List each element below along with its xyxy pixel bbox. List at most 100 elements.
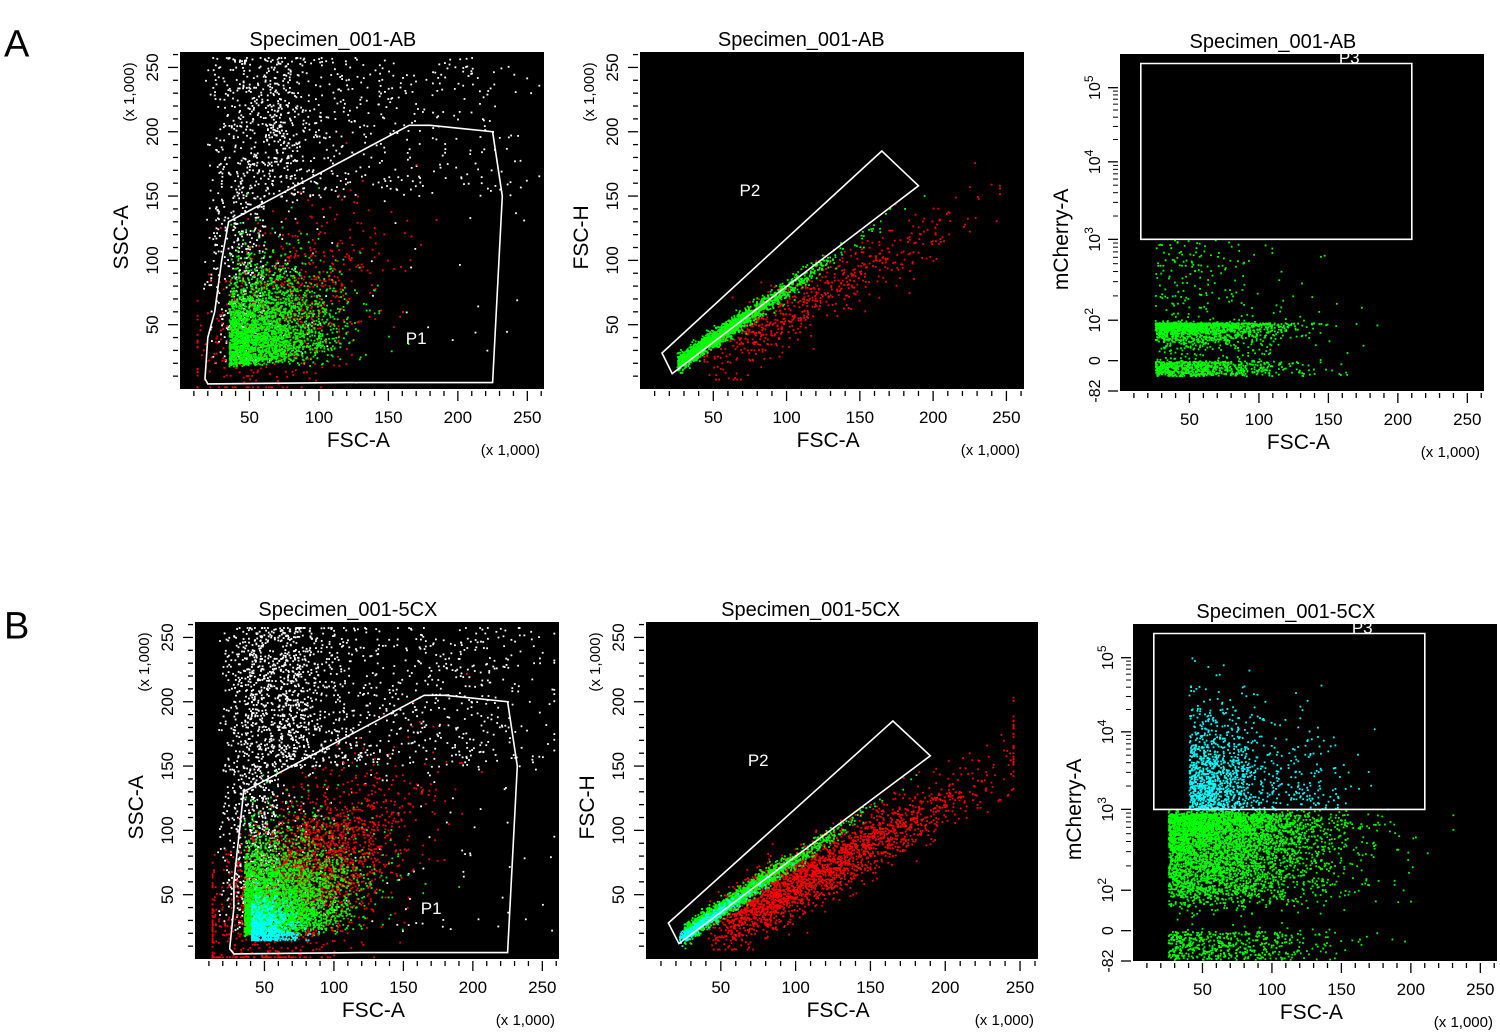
event-dot: [252, 170, 254, 172]
event-dot: [294, 174, 296, 176]
event-dot: [715, 379, 717, 381]
event-dot: [316, 136, 318, 138]
event-dot: [376, 145, 378, 147]
event-dot: [249, 247, 251, 249]
event-dot: [254, 361, 256, 363]
event-dot: [231, 259, 233, 261]
event-dot: [232, 98, 234, 100]
event-dot: [400, 82, 402, 84]
event-dot: [337, 103, 339, 105]
event-dot: [233, 92, 235, 94]
event-dot: [266, 294, 268, 296]
event-dot: [804, 302, 806, 304]
event-dot: [270, 386, 272, 388]
event-dot: [490, 190, 492, 192]
event-dot: [331, 170, 333, 172]
event-dot: [288, 211, 290, 213]
event-dot: [838, 280, 840, 282]
event-dot: [254, 350, 256, 352]
event-dot: [266, 72, 268, 74]
event-dot: [848, 287, 850, 289]
event-dot: [286, 316, 288, 318]
event-dot: [260, 368, 262, 370]
event-dot: [290, 74, 292, 76]
event-dot: [319, 62, 321, 64]
event-dot: [275, 83, 277, 85]
event-dot: [286, 145, 288, 147]
event-dot: [367, 270, 369, 272]
event-dot: [318, 294, 320, 296]
event-dot: [316, 338, 318, 340]
event-dot: [315, 266, 317, 268]
event-dot: [287, 321, 289, 323]
event-dot: [272, 250, 274, 252]
event-dot: [265, 124, 267, 126]
event-dot: [302, 359, 304, 361]
event-dot: [372, 249, 374, 251]
event-dot: [246, 91, 248, 93]
event-dot: [250, 102, 252, 104]
event-dot: [321, 65, 323, 67]
event-dot: [310, 160, 312, 162]
event-dot: [219, 172, 221, 174]
event-dot: [381, 160, 383, 162]
event-dot: [283, 287, 285, 289]
event-dot: [334, 111, 336, 113]
event-dot: [359, 99, 361, 101]
event-dot: [245, 202, 247, 204]
event-dot: [239, 189, 241, 191]
event-dot: [307, 329, 309, 331]
event-dot: [384, 178, 386, 180]
event-dot: [342, 328, 344, 330]
event-dot: [239, 357, 241, 359]
event-dot: [373, 125, 375, 127]
event-dot: [323, 315, 325, 317]
event-dot: [314, 295, 316, 297]
event-dot: [415, 185, 417, 187]
event-dot: [282, 325, 284, 327]
event-dot: [406, 139, 408, 141]
event-dot: [263, 276, 265, 278]
event-dot: [771, 344, 773, 346]
event-dot: [481, 176, 483, 178]
event-dot: [228, 265, 230, 267]
event-dot: [314, 343, 316, 345]
event-dot: [259, 344, 261, 346]
event-dot: [830, 295, 832, 297]
event-dot: [265, 330, 267, 332]
event-dot: [332, 316, 334, 318]
event-dot: [278, 303, 280, 305]
event-dot: [278, 360, 280, 362]
event-dot: [728, 377, 730, 379]
event-dot: [295, 299, 297, 301]
event-dot: [255, 355, 257, 357]
event-dot: [372, 184, 374, 186]
event-dot: [217, 192, 219, 194]
event-dot: [501, 68, 503, 70]
event-dot: [242, 207, 244, 209]
event-dot: [283, 352, 285, 354]
event-dot: [422, 111, 424, 113]
event-dot: [815, 260, 817, 262]
event-dot: [309, 247, 311, 249]
event-dot: [265, 346, 267, 348]
event-dot: [361, 97, 363, 99]
event-dot: [335, 281, 337, 283]
event-dot: [248, 270, 250, 272]
event-dot: [314, 279, 316, 281]
event-dot: [274, 67, 276, 69]
event-dot: [490, 88, 492, 90]
event-dot: [334, 276, 336, 278]
event-dot: [265, 358, 267, 360]
event-dot: [382, 270, 384, 272]
event-dot: [386, 185, 388, 187]
event-dot: [261, 290, 263, 292]
event-dot: [240, 147, 242, 149]
event-dot: [253, 109, 255, 111]
event-dot: [347, 114, 349, 116]
event-dot: [301, 310, 303, 312]
event-dot: [294, 95, 296, 97]
event-dot: [246, 257, 248, 259]
event-dot: [279, 139, 281, 141]
event-dot: [863, 252, 865, 254]
